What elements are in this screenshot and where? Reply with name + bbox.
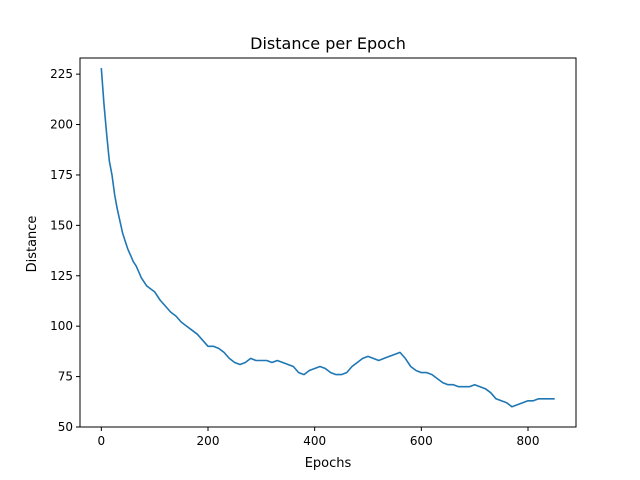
axis-ticks: 0 200 400 600 800 50 75 100 125 150 175 200 225	[50, 67, 539, 448]
y-tick-label: 50	[58, 420, 73, 434]
y-tick-label: 225	[50, 67, 73, 81]
chart-title: Distance per Epoch	[250, 34, 406, 53]
x-tick-label: 600	[410, 434, 433, 448]
y-tick-label: 100	[50, 319, 73, 333]
x-tick-label: 200	[197, 434, 220, 448]
y-tick-label: 200	[50, 118, 73, 132]
x-tick-label: 400	[303, 434, 326, 448]
series-line-0	[100, 68, 555, 408]
x-tick-label: 800	[517, 434, 540, 448]
x-axis-label: Epochs	[305, 456, 352, 471]
y-axis-label: Distance	[25, 216, 40, 273]
plot-area	[100, 68, 555, 408]
plot-frame	[79, 57, 577, 428]
x-tick-label: 0	[98, 434, 106, 448]
y-tick-label: 75	[58, 370, 73, 384]
y-tick-label: 175	[50, 168, 73, 182]
y-tick-label: 125	[50, 269, 73, 283]
y-tick-label: 150	[50, 218, 73, 232]
